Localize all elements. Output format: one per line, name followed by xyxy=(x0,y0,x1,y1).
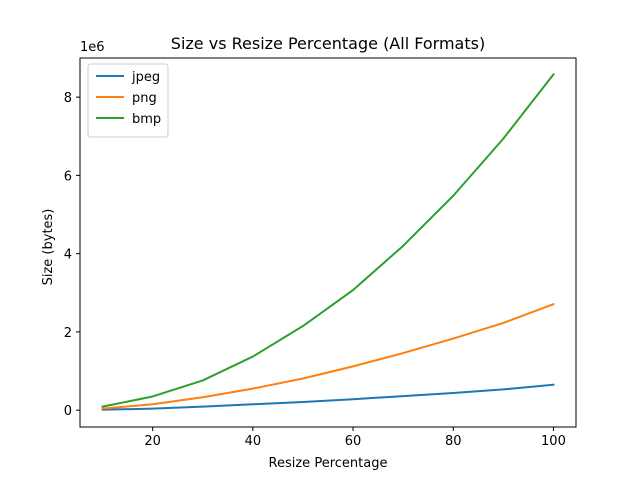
legend-label-png: png xyxy=(132,91,157,106)
y-tick-label: 6 xyxy=(64,169,72,184)
legend: jpeg png bmp xyxy=(87,63,169,138)
y-tick-label: 4 xyxy=(64,248,72,263)
x-axis-label: Resize Percentage xyxy=(269,456,388,471)
x-tick-label: 80 xyxy=(445,434,462,449)
x-tick-label: 60 xyxy=(345,434,362,449)
y-axis-label: Size (bytes) xyxy=(41,209,56,286)
axes-frame xyxy=(79,57,577,428)
y-tick-label: 2 xyxy=(64,326,72,341)
x-tick-label: 100 xyxy=(541,434,566,449)
series-line-jpeg xyxy=(101,383,555,411)
y-tick-label: 8 xyxy=(64,91,72,106)
y-tick-label: 0 xyxy=(64,404,72,419)
legend-label-jpeg: jpeg xyxy=(131,70,160,85)
legend-label-bmp: bmp xyxy=(132,112,161,127)
plot-area: 20 40 60 80 100 0 2 4 6 8 xyxy=(64,57,577,449)
x-tick-label: 40 xyxy=(245,434,262,449)
x-tick-label: 20 xyxy=(144,434,161,449)
y-offset-label: 1e6 xyxy=(80,40,105,55)
series-line-png xyxy=(101,302,555,410)
chart-title: Size vs Resize Percentage (All Formats) xyxy=(171,34,485,53)
series-line-bmp xyxy=(101,73,555,408)
